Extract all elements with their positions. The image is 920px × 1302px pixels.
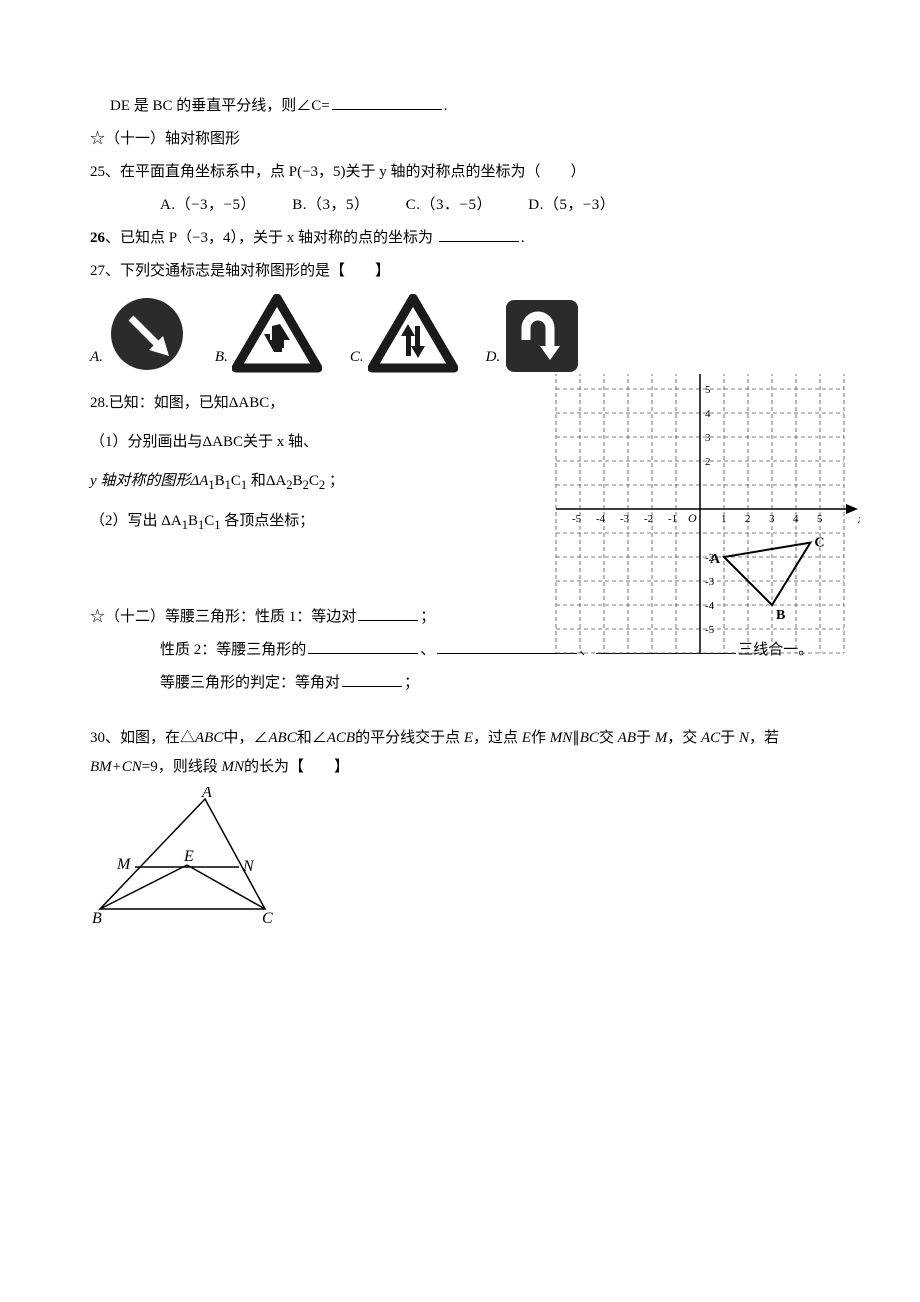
svg-text:3: 3 — [769, 513, 775, 525]
svg-text:-3: -3 — [620, 513, 630, 525]
q25-text: 25、在平面直角坐标系中，点 P(−3，5)关于 y 轴的对称点的坐标为（ ） — [90, 156, 830, 189]
blank — [358, 605, 418, 621]
q27-optC: C. — [350, 294, 458, 374]
svg-text:B: B — [776, 608, 785, 623]
svg-text:O: O — [688, 511, 697, 525]
svg-text:-4: -4 — [705, 600, 715, 612]
q28-l2: （1）分别画出与ΔABC关于 x 轴、 — [90, 423, 470, 462]
svg-text:-5: -5 — [705, 624, 715, 636]
q27-optB: B. — [215, 294, 322, 374]
section-11-title: ☆（十一）轴对称图形 — [90, 123, 830, 156]
svg-text:4: 4 — [793, 513, 799, 525]
q25-optC: C.（3．−5） — [406, 197, 492, 213]
q30-line2: BM+CN=9，则线段 MN的长为【 】 — [90, 753, 830, 782]
section-12-line3: 等腰三角形的判定：等角对； — [160, 667, 830, 700]
svg-text:4: 4 — [705, 408, 711, 420]
q27-options-row: A. B. C. — [90, 294, 830, 374]
blank — [342, 671, 402, 687]
q25-optD: D.（5，−3） — [528, 197, 615, 213]
q28-block: -5-4-3-2-11234523456-2-3-4-5OxABC 28.已知：… — [90, 384, 830, 601]
q25-options: A.（−3，−5） B.（3，5） C.（3．−5） D.（5，−3） — [160, 189, 830, 222]
blank — [308, 638, 418, 654]
q28-l3: y 轴对称的图形ΔA1B1C1 和ΔA2B2C2 ； — [90, 462, 470, 502]
svg-text:x: x — [857, 511, 860, 526]
sign-d-icon — [504, 298, 580, 374]
q28-l4: （2）写出 ΔA1B1C1 各顶点坐标； — [90, 502, 470, 542]
svg-text:-3: -3 — [705, 576, 715, 588]
svg-text:C: C — [262, 910, 273, 927]
svg-text:B: B — [92, 910, 102, 927]
svg-text:N: N — [242, 858, 255, 875]
q30-figure: A M E N B C — [90, 787, 830, 927]
q27-text: 27、下列交通标志是轴对称图形的是【 】 — [90, 255, 830, 288]
svg-text:1: 1 — [721, 513, 727, 525]
svg-text:-1: -1 — [668, 513, 677, 525]
sign-c-icon — [368, 294, 458, 374]
q25-optB: B.（3，5） — [292, 197, 369, 213]
svg-text:A: A — [710, 552, 721, 567]
q27-optD: D. — [486, 298, 581, 374]
sign-b-icon — [232, 294, 322, 374]
q27-optA: A. — [90, 294, 187, 374]
q-de-text: DE 是 BC 的垂直平分线，则∠C= — [110, 98, 330, 114]
svg-text:3: 3 — [705, 432, 711, 444]
svg-text:A: A — [201, 787, 212, 801]
svg-text:2: 2 — [705, 456, 711, 468]
svg-text:E: E — [183, 848, 194, 865]
svg-text:-4: -4 — [596, 513, 606, 525]
svg-text:2: 2 — [745, 513, 751, 525]
q26-line: 26、已知点 P（−3，4），关于 x 轴对称的点的坐标为 . — [90, 222, 830, 255]
q28-grid-figure: -5-4-3-2-11234523456-2-3-4-5OxABC — [540, 374, 860, 664]
q26-num: 26 — [90, 230, 105, 246]
svg-text:-5: -5 — [572, 513, 582, 525]
svg-text:C: C — [814, 536, 824, 551]
svg-text:M: M — [116, 856, 132, 873]
svg-text:5: 5 — [817, 513, 823, 525]
q25-optA: A.（−3，−5） — [160, 197, 256, 213]
blank — [439, 226, 519, 242]
blank — [332, 94, 442, 110]
svg-text:5: 5 — [705, 384, 711, 396]
q28-l1: 28.已知：如图，已知ΔABC， — [90, 384, 470, 423]
q30-line1: 30、如图，在△ABC中，∠ABC和∠ACB的平分线交于点 E，过点 E作 MN… — [90, 724, 830, 753]
q-de-line: DE 是 BC 的垂直平分线，则∠C=. — [110, 90, 830, 123]
sign-a-icon — [107, 294, 187, 374]
svg-text:-2: -2 — [644, 513, 653, 525]
